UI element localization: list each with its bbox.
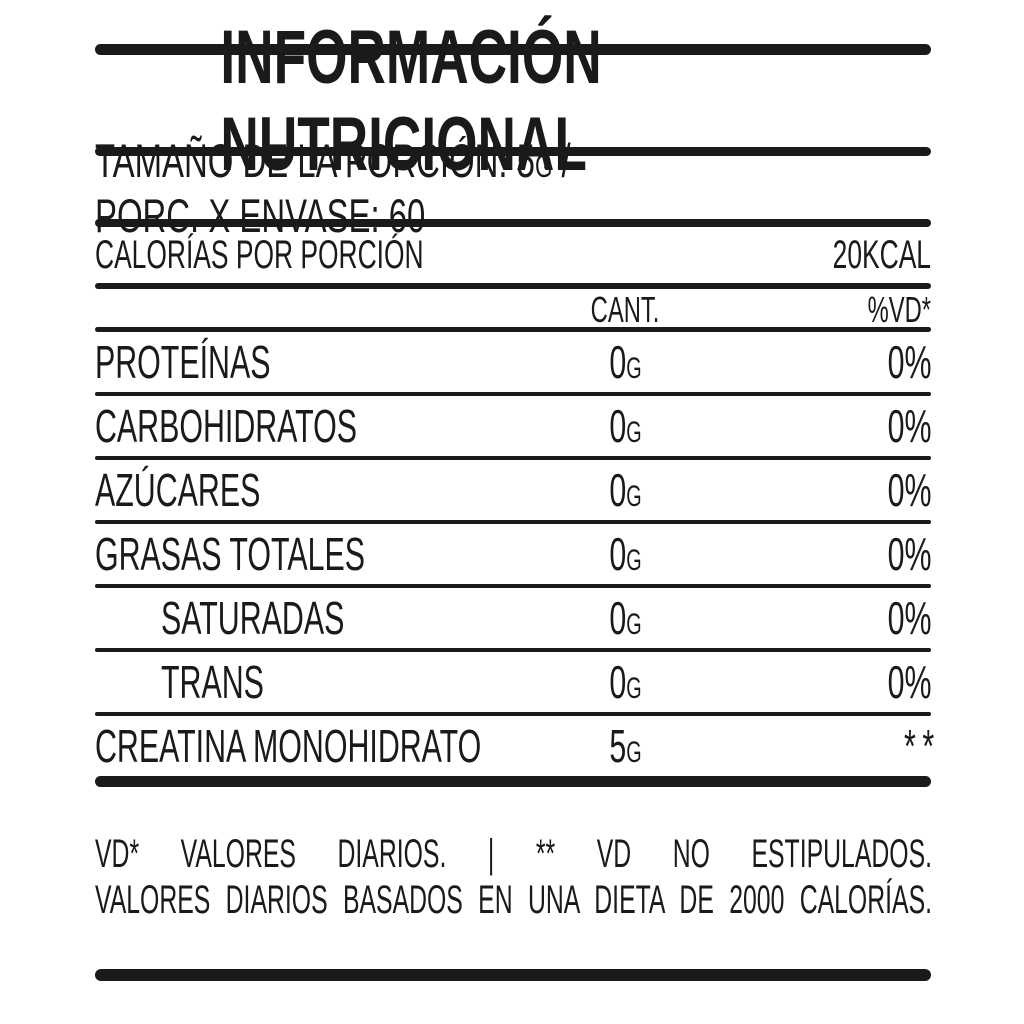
calories-row: CALORÍAS POR PORCIÓN 20KCAL — [95, 227, 931, 283]
table-row: CREATINA MONOHIDRATO 5G ** — [95, 716, 934, 776]
nutrient-daily-value: 0% — [887, 528, 931, 580]
amount-unit: G — [625, 544, 642, 577]
nutrient-label: PROTEÍNAS — [95, 336, 271, 388]
nutrient-daily-value: ** — [904, 720, 941, 772]
row-separator — [95, 520, 931, 524]
nutrient-amount: 5G — [608, 720, 642, 772]
table-row: SATURADAS 0G 0% — [95, 588, 931, 648]
row-separator — [95, 456, 931, 460]
nutrient-daily-value: 0% — [887, 656, 931, 708]
calories-value: 20KCAL — [832, 232, 931, 277]
row-separator — [95, 712, 931, 716]
amount-unit: G — [625, 416, 642, 449]
calories-separator-line — [95, 283, 931, 289]
calories-label: CALORÍAS POR PORCIÓN — [95, 232, 424, 277]
serving-size-prefix: TAMAÑO DE LA PORCIÓN: 5 — [95, 133, 535, 187]
table-row: CARBOHIDRATOS 0G 0% — [95, 396, 931, 456]
nutrient-label: GRASAS TOTALES — [95, 528, 365, 580]
serving-size-text: TAMAÑO DE LA PORCIÓN: 5G / PORC. X ENVAS… — [95, 133, 680, 243]
amount-unit: G — [625, 736, 642, 769]
table-row: PROTEÍNAS 0G 0% — [95, 332, 931, 392]
nutrient-daily-value: 0% — [887, 592, 931, 644]
nutrition-label: INFORMACIÓN NUTRICIONAL TAMAÑO DE LA POR… — [95, 15, 934, 981]
footnote-line-2: VALORES DIARIOS BASADOS EN UNA DIETA DE … — [95, 878, 932, 922]
amount-unit: G — [625, 352, 642, 385]
bottom-border-bar — [95, 969, 931, 981]
nutrient-amount: 0G — [608, 592, 642, 644]
nutrient-amount: 0G — [608, 400, 642, 452]
nutrient-amount: 0G — [608, 336, 642, 388]
column-header-row: CANT. %VD* — [95, 289, 931, 330]
amount-column-header: CANT. — [590, 289, 660, 330]
table-bottom-line — [95, 776, 931, 787]
serving-size-unit: G — [534, 147, 553, 184]
nutrient-amount: 0G — [608, 656, 642, 708]
amount-unit: G — [625, 608, 642, 641]
row-separator — [95, 648, 931, 652]
label-title: INFORMACIÓN NUTRICIONAL — [95, 15, 931, 187]
top-border-bar — [95, 44, 931, 55]
footnotes: VD* VALORES DIARIOS. | ** VD NO ESTIPULA… — [95, 831, 932, 923]
serving-separator-line — [95, 219, 931, 227]
nutrient-daily-value: 0% — [887, 400, 931, 452]
nutrient-label: CARBOHIDRATOS — [95, 400, 358, 452]
row-separator — [95, 584, 931, 588]
table-row: TRANS 0G 0% — [95, 652, 931, 712]
nutrient-daily-value: 0% — [887, 336, 931, 388]
label-title-text: INFORMACIÓN NUTRICIONAL — [220, 15, 602, 187]
table-row: AZÚCARES 0G 0% — [95, 460, 931, 520]
amount-unit: G — [625, 672, 642, 705]
row-separator — [95, 392, 931, 396]
serving-size-suffix: / PORC. X ENVASE: 60 — [95, 133, 571, 242]
serving-size-row: TAMAÑO DE LA PORCIÓN: 5G / PORC. X ENVAS… — [95, 134, 931, 242]
nutrient-daily-value: 0% — [887, 464, 931, 516]
nutrient-amount: 0G — [608, 464, 642, 516]
nutrient-label: AZÚCARES — [95, 464, 261, 516]
nutrient-amount: 0G — [608, 528, 642, 580]
footnote-line-1: VD* VALORES DIARIOS. | ** VD NO ESTIPULA… — [95, 832, 932, 876]
daily-value-column-header: %VD* — [867, 289, 931, 330]
table-row: GRASAS TOTALES 0G 0% — [95, 524, 931, 584]
nutrient-label: TRANS — [161, 656, 264, 708]
nutrient-label: CREATINA MONOHIDRATO — [95, 720, 482, 772]
nutrient-label: SATURADAS — [161, 592, 345, 644]
header-separator-line — [95, 327, 931, 332]
title-separator-line — [95, 147, 931, 156]
amount-unit: G — [625, 480, 642, 513]
